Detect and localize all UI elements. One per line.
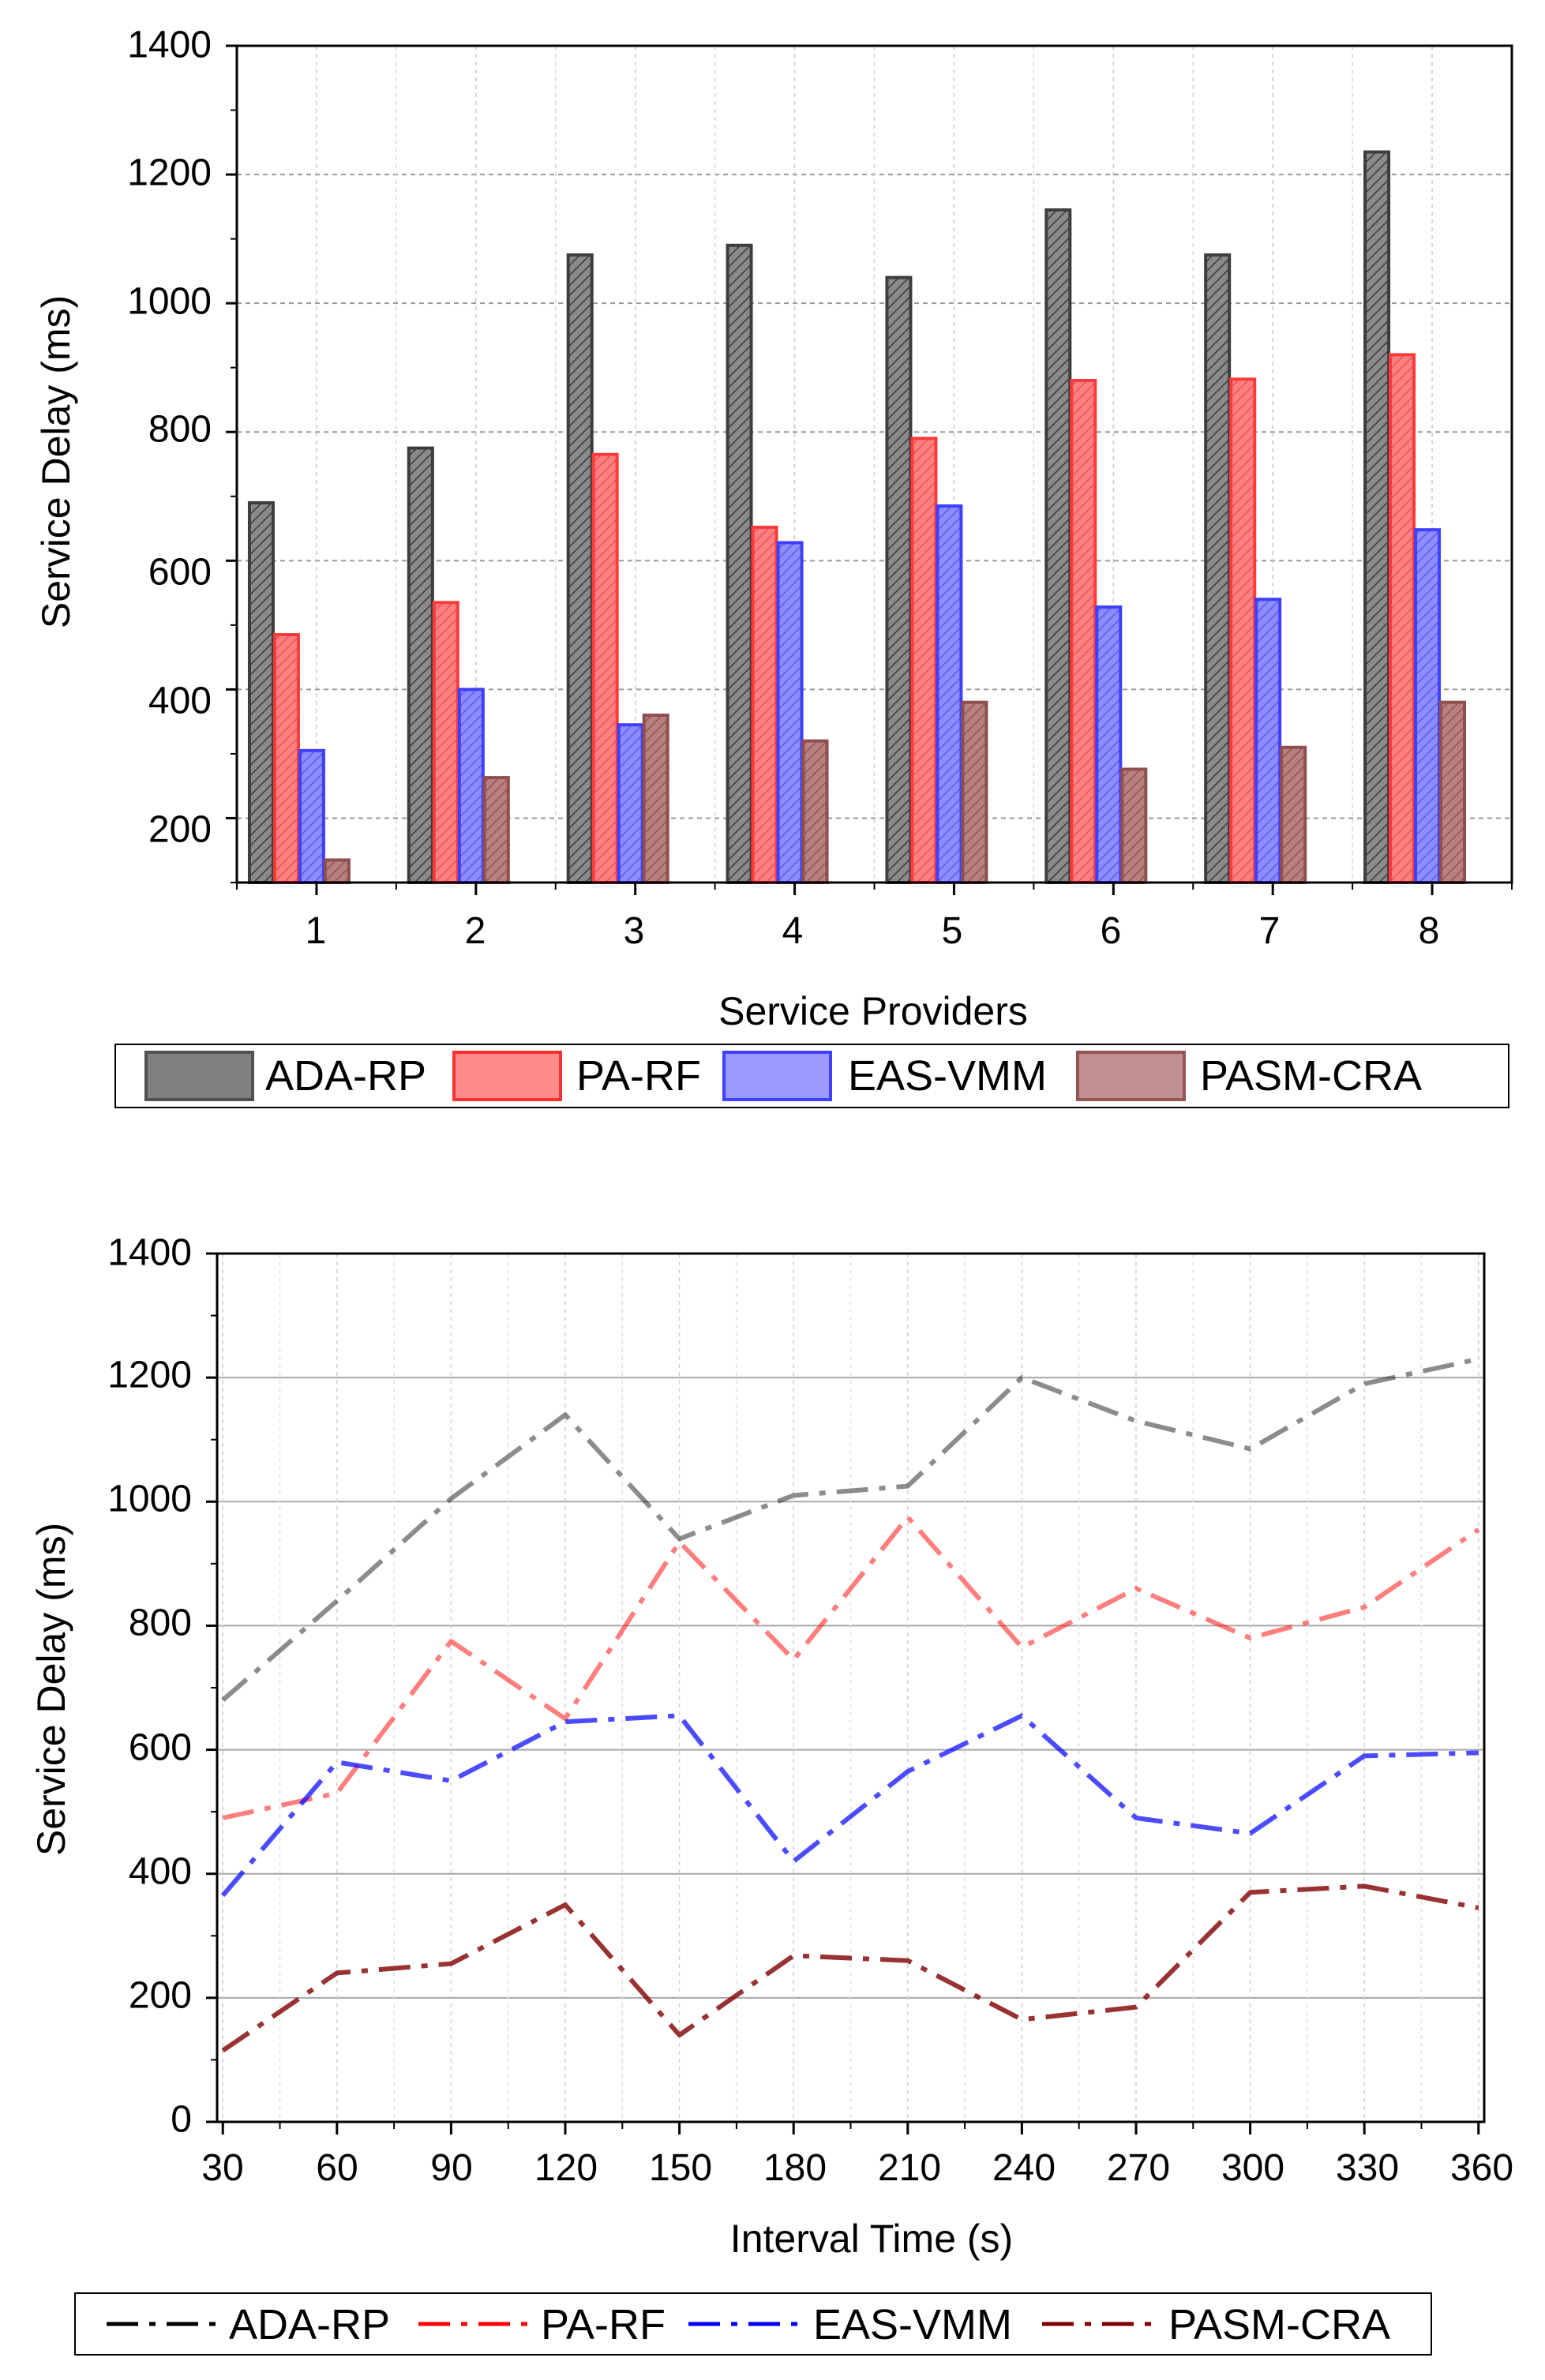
bar-ytick-label: 1400 bbox=[127, 24, 212, 66]
line-ytick-label: 1200 bbox=[107, 1355, 192, 1396]
bar-ada-rp bbox=[1204, 253, 1232, 884]
bar-eas-vmm bbox=[298, 748, 325, 884]
bar-pasm-cra bbox=[642, 714, 669, 884]
bar-legend: ADA-RP PA-RF EAS-VMM PASM-CRA bbox=[114, 1044, 1509, 1108]
line-legend-label: EAS-VMM bbox=[813, 2301, 1012, 2348]
line-y-axis-title: Service Delay (ms) bbox=[29, 1523, 73, 1856]
bar-y-axis-title: Service Delay (ms) bbox=[34, 295, 78, 628]
line-xtick-label: 210 bbox=[878, 2147, 941, 2189]
bar-pasm-cra bbox=[482, 776, 510, 884]
bar-marks bbox=[247, 150, 1467, 885]
line-ytick-label: 1000 bbox=[107, 1479, 192, 1520]
bar-ytick-label: 1000 bbox=[127, 281, 212, 323]
line-ytick-label: 200 bbox=[129, 1975, 192, 2017]
bar-pasm-cra bbox=[961, 700, 988, 885]
line-xtick-label: 120 bbox=[534, 2147, 598, 2189]
bar-pasm-cra bbox=[801, 739, 829, 884]
line-xtick-label: 150 bbox=[649, 2147, 712, 2189]
line-xtick-label: 30 bbox=[201, 2147, 243, 2189]
bar-pa-rf bbox=[272, 633, 300, 884]
line-xtick-label: 90 bbox=[430, 2147, 472, 2189]
bar-legend-swatch-pa-rf bbox=[452, 1051, 562, 1101]
line-gridlines bbox=[217, 1254, 1484, 2122]
bar-axis-ticks bbox=[226, 44, 1513, 895]
line-legend: ADA-RP PA-RF EAS-VMM PASM-CRA bbox=[74, 2292, 1432, 2356]
bar-xtick-label: 7 bbox=[1259, 910, 1281, 952]
bar-ytick-label: 800 bbox=[148, 409, 212, 451]
bar-eas-vmm bbox=[1095, 605, 1123, 884]
line-ytick-label: 1400 bbox=[107, 1232, 192, 1274]
line-ada-rp bbox=[221, 1356, 1479, 1702]
line-ytick-label: 600 bbox=[129, 1727, 192, 1769]
bar-eas-vmm bbox=[457, 688, 485, 885]
bar-pa-rf bbox=[751, 525, 778, 885]
line-xtick-label: 270 bbox=[1107, 2147, 1170, 2189]
bar-pa-rf bbox=[591, 452, 619, 884]
line-legend-label: PASM-CRA bbox=[1168, 2301, 1390, 2348]
bar-pasm-cra bbox=[1280, 745, 1307, 884]
bar-xtick-label: 2 bbox=[465, 910, 486, 952]
bar-legend-label: ADA-RP bbox=[265, 1052, 426, 1100]
bar-ada-rp bbox=[407, 446, 434, 884]
line-legend-label: ADA-RP bbox=[229, 2301, 390, 2348]
bar-ada-rp bbox=[885, 275, 913, 884]
line-xtick-label: 60 bbox=[316, 2147, 358, 2189]
bar-ytick-label: 400 bbox=[148, 680, 212, 722]
line-xtick-label: 330 bbox=[1336, 2147, 1399, 2189]
line-marks bbox=[220, 1356, 1480, 2053]
line-ytick-label: 800 bbox=[129, 1602, 192, 1644]
line-xtick-label: 360 bbox=[1450, 2147, 1513, 2189]
line-xtick-label: 240 bbox=[992, 2147, 1056, 2189]
line-legend-label: PA-RF bbox=[541, 2301, 666, 2348]
bar-eas-vmm bbox=[936, 504, 963, 884]
bar-legend-swatch-pasm-cra bbox=[1076, 1051, 1186, 1101]
bar-pa-rf bbox=[432, 601, 459, 884]
bar-pasm-cra bbox=[1120, 767, 1148, 884]
bar-ytick-label: 200 bbox=[148, 809, 212, 851]
line-eas-vmm bbox=[220, 1713, 1479, 1898]
bar-ada-rp bbox=[726, 243, 753, 884]
bar-ytick-label: 1200 bbox=[127, 152, 212, 194]
bar-ada-rp bbox=[566, 253, 594, 884]
bar-ada-rp bbox=[1044, 208, 1072, 884]
bar-x-axis-title: Service Providers bbox=[718, 989, 1028, 1033]
bar-pa-rf bbox=[1389, 353, 1416, 884]
bar-pasm-cra bbox=[323, 858, 351, 885]
bar-xtick-label: 8 bbox=[1419, 910, 1440, 952]
bar-xtick-label: 5 bbox=[942, 910, 963, 952]
bar-legend-swatch-ada-rp bbox=[144, 1051, 254, 1101]
bar-ytick-label: 600 bbox=[148, 552, 212, 594]
bar-eas-vmm bbox=[776, 541, 804, 884]
line-xtick-label: 300 bbox=[1221, 2147, 1284, 2189]
bar-pasm-cra bbox=[1439, 700, 1467, 885]
line-ytick-label: 400 bbox=[129, 1851, 192, 1893]
line-axis-ticks bbox=[206, 1252, 1480, 2135]
line-xtick-label: 180 bbox=[763, 2147, 827, 2189]
bar-ada-rp bbox=[1363, 150, 1391, 885]
bar-legend-label: PA-RF bbox=[576, 1052, 701, 1100]
bar-pa-rf bbox=[1229, 377, 1257, 885]
line-x-axis-title: Interval Time (s) bbox=[730, 2217, 1013, 2261]
line-ytick-label: 0 bbox=[171, 2099, 192, 2141]
bar-eas-vmm bbox=[1254, 598, 1282, 884]
bar-pa-rf bbox=[910, 437, 938, 884]
line-pasm-cra bbox=[221, 1883, 1479, 2053]
bar-xtick-label: 4 bbox=[782, 910, 804, 952]
bar-legend-label: EAS-VMM bbox=[848, 1052, 1047, 1100]
bar-xtick-label: 1 bbox=[306, 910, 327, 952]
line-chart: 0 200 400 600 800 1000 1200 1400 30 60 9… bbox=[29, 1232, 1513, 2356]
bar-eas-vmm bbox=[617, 723, 644, 884]
bar-legend-swatch-eas-vmm bbox=[722, 1051, 832, 1101]
bar-ada-rp bbox=[247, 500, 275, 885]
bar-pa-rf bbox=[1070, 379, 1097, 884]
bar-xtick-label: 6 bbox=[1101, 910, 1122, 952]
bar-eas-vmm bbox=[1414, 528, 1442, 885]
line-pa-rf bbox=[222, 1514, 1480, 1820]
bar-xtick-label: 3 bbox=[624, 910, 645, 952]
bar-legend-label: PASM-CRA bbox=[1200, 1052, 1422, 1100]
bar-chart: 200 400 600 800 1000 1200 1400 1 2 3 4 5… bbox=[34, 24, 1513, 1108]
